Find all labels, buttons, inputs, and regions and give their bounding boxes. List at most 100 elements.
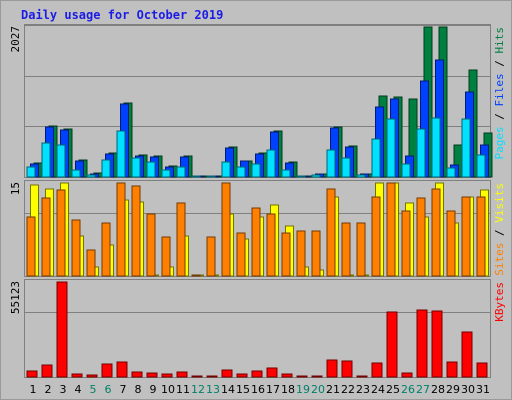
legend-sites-visits: Sites / Visits	[493, 183, 506, 276]
bar-sites-day-11	[176, 202, 186, 277]
bar-kbytes-day-24	[371, 362, 383, 378]
max-label-sites-visits: 15	[9, 182, 22, 195]
bar-pages-day-20	[311, 174, 321, 178]
bar-kbytes-day-26	[401, 372, 413, 378]
x-tick-4: 4	[75, 383, 82, 396]
bar-sites-day-13	[206, 236, 216, 277]
bar-pages-day-25	[386, 118, 396, 178]
bar-kbytes-day-16	[251, 370, 263, 378]
x-tick-25: 25	[386, 383, 400, 396]
legend-entry: Visits	[493, 183, 506, 223]
x-tick-28: 28	[431, 383, 445, 396]
bar-kbytes-day-5	[86, 374, 98, 378]
bar-pages-day-7	[116, 130, 126, 178]
bar-sites-day-4	[71, 219, 81, 277]
bar-pages-day-30	[461, 118, 471, 178]
max-label-kbytes: 55123	[9, 281, 22, 314]
x-tick-29: 29	[446, 383, 460, 396]
bar-pages-day-8	[131, 157, 141, 178]
bar-sites-day-2	[41, 197, 51, 277]
bar-pages-day-1	[26, 166, 36, 178]
x-tick-9: 9	[150, 383, 157, 396]
x-tick-2: 2	[45, 383, 52, 396]
bar-kbytes-day-4	[71, 373, 83, 378]
bar-pages-day-21	[326, 149, 336, 178]
bar-kbytes-day-2	[41, 364, 53, 378]
bar-pages-day-4	[71, 169, 81, 178]
bar-pages-day-29	[446, 167, 456, 178]
x-tick-10: 10	[161, 383, 175, 396]
bar-kbytes-day-31	[476, 362, 488, 378]
bar-kbytes-day-28	[431, 310, 443, 378]
bar-sites-day-8	[131, 185, 141, 277]
x-tick-15: 15	[236, 383, 250, 396]
bar-sites-day-31	[476, 196, 486, 277]
x-tick-20: 20	[311, 383, 325, 396]
bar-sites-day-10	[161, 236, 171, 277]
x-tick-22: 22	[341, 383, 355, 396]
bar-sites-day-21	[326, 188, 336, 277]
bar-kbytes-day-30	[461, 331, 473, 378]
bar-sites-day-20	[311, 230, 321, 277]
legend-entry: Hits	[493, 27, 506, 54]
bar-pages-day-26	[401, 163, 411, 178]
x-tick-3: 3	[60, 383, 67, 396]
bar-sites-day-27	[416, 197, 426, 277]
x-tick-27: 27	[416, 383, 430, 396]
x-tick-30: 30	[461, 383, 475, 396]
bar-kbytes-day-6	[101, 363, 113, 378]
bar-pages-day-9	[146, 161, 156, 178]
bar-kbytes-day-14	[221, 369, 233, 378]
bar-kbytes-day-23	[356, 375, 368, 378]
legend-entry: /	[493, 107, 506, 127]
bar-kbytes-day-19	[296, 375, 308, 378]
bar-kbytes-day-1	[26, 370, 38, 378]
bar-kbytes-day-21	[326, 359, 338, 378]
x-tick-26: 26	[401, 383, 415, 396]
bar-pages-day-17	[266, 149, 276, 178]
bar-kbytes-day-10	[161, 373, 173, 378]
chart-title: Daily usage for October 2019	[21, 8, 224, 22]
bar-pages-day-10	[161, 169, 171, 178]
bar-kbytes-day-29	[446, 361, 458, 378]
bar-pages-day-15	[236, 166, 246, 178]
x-tick-7: 7	[120, 383, 127, 396]
x-tick-24: 24	[371, 383, 385, 396]
bar-pages-day-6	[101, 159, 111, 178]
legend-entry: Files	[493, 73, 506, 106]
x-tick-18: 18	[281, 383, 295, 396]
bar-sites-day-28	[431, 188, 441, 277]
bar-pages-day-24	[371, 138, 381, 178]
legend-entry: Pages	[493, 126, 506, 159]
bar-kbytes-day-9	[146, 372, 158, 378]
bar-pages-day-5	[86, 174, 96, 178]
bar-kbytes-day-18	[281, 373, 293, 378]
bar-sites-day-5	[86, 249, 96, 277]
bar-sites-day-26	[401, 210, 411, 277]
bar-kbytes-day-11	[176, 371, 188, 378]
bar-pages-day-11	[176, 166, 186, 178]
x-tick-14: 14	[221, 383, 235, 396]
bar-sites-day-9	[146, 213, 156, 277]
legend-kbytes: KBytes	[493, 282, 506, 322]
bar-pages-day-2	[41, 142, 51, 178]
x-tick-11: 11	[176, 383, 190, 396]
bar-kbytes-day-20	[311, 375, 323, 378]
bar-sites-day-1	[26, 216, 36, 277]
bar-sites-day-18	[281, 232, 291, 277]
bar-kbytes-day-13	[206, 375, 218, 378]
bar-kbytes-day-3	[56, 281, 68, 378]
x-tick-16: 16	[251, 383, 265, 396]
bar-sites-day-16	[251, 207, 261, 277]
x-tick-23: 23	[356, 383, 370, 396]
x-tick-6: 6	[105, 383, 112, 396]
bar-kbytes-day-7	[116, 361, 128, 378]
bar-sites-day-19	[296, 230, 306, 277]
bar-pages-day-16	[251, 163, 261, 178]
bar-kbytes-day-22	[341, 360, 353, 378]
bar-pages-day-14	[221, 161, 231, 178]
bar-sites-day-3	[56, 189, 66, 277]
x-tick-12: 12	[191, 383, 205, 396]
x-tick-5: 5	[90, 383, 97, 396]
